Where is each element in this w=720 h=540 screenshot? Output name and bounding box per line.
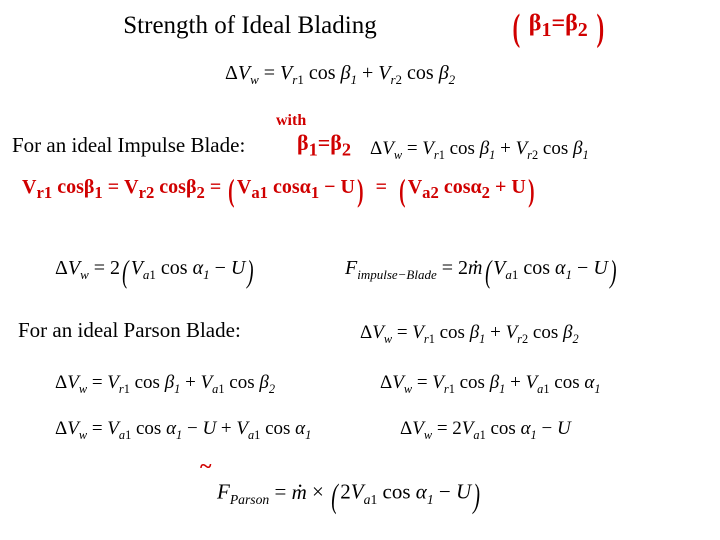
page-title: Strength of Ideal Blading	[0, 12, 500, 40]
eq-parson-3: ΔVw = Vr1 cos β1 + Va1 cos α1	[380, 372, 601, 397]
eq-dvw-2: ΔVw = 2(Va1 cos α1 − U)	[55, 253, 256, 290]
eq-delta-vw-top: ΔVw = Vr1 cos β1 + Vr2 cos β2	[225, 62, 455, 88]
eq-parson-1: ΔVw = Vr1 cos β1 + Vr2 cos β2	[360, 322, 579, 347]
eq-f-parson: FParson = m × (2Va1 cos α1 − U)	[217, 478, 482, 516]
label-parson: For an ideal Parson Blade:	[18, 318, 241, 343]
eq-impulse-rhs: ΔVw = Vr1 cos β1 + Vr2 cos β1	[370, 138, 589, 163]
annot-b1b2: β1=β2	[297, 130, 351, 160]
eq-parson-4: ΔVw = Va1 cos α1 − U + Va1 cos α1	[55, 418, 311, 443]
annot-long-derivation: Vr1 cosβ1 = Vr2 cosβ2 = (Va1 cosα1 − U) …	[22, 172, 536, 209]
annot-with: with	[276, 112, 306, 130]
label-impulse: For an ideal Impulse Blade:	[12, 133, 245, 158]
eq-parson-5: ΔVw = 2Va1 cos α1 − U	[400, 418, 571, 443]
annot-squiggle: ~	[200, 453, 211, 479]
annot-beta-title: ( β1=β2 )	[510, 6, 607, 50]
eq-f-impulse: Fimpulse−Blade = 2m(Va1 cos α1 − U)	[345, 253, 618, 290]
eq-parson-2: ΔVw = Vr1 cos β1 + Va1 cos β2	[55, 372, 275, 397]
